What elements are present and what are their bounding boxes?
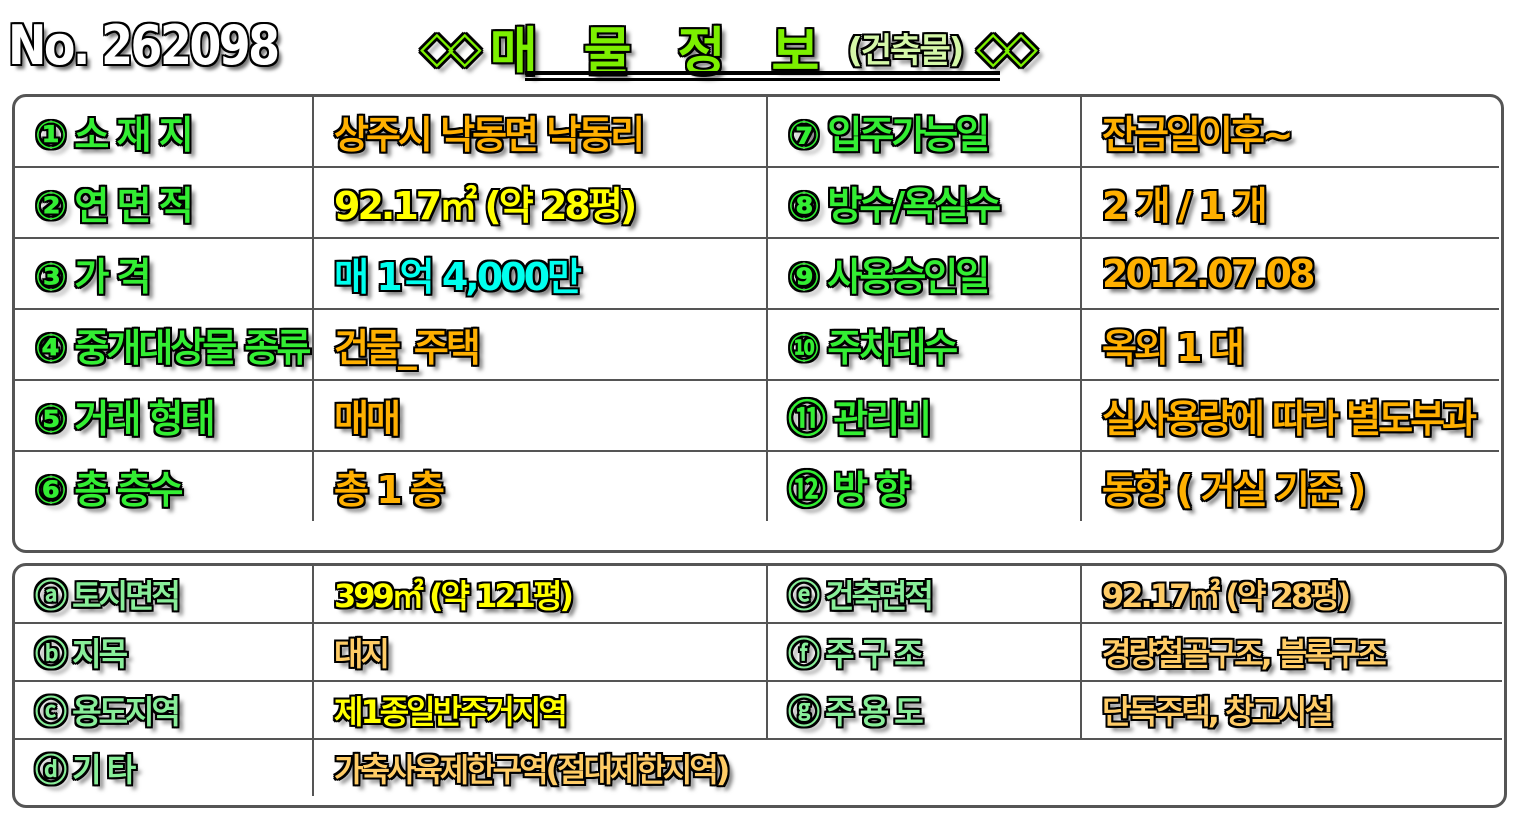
label-other: ⓓ 기 타: [15, 738, 314, 796]
value-rooms: 2 개 / 1 개: [1080, 166, 1499, 239]
value-maintenance-fee: 실사용량에 따라 별도부과: [1080, 379, 1499, 452]
value-approval-date: 2012.07.08: [1080, 237, 1499, 310]
label-land-category: ⓑ 지목: [15, 622, 314, 682]
label-move-in: ⑦ 입주가능일: [766, 97, 1082, 168]
table-row: ⓓ 기 타 가축사육제한구역(절대제한지역): [15, 738, 1502, 796]
value-location: 상주시 낙동면 낙동리: [312, 97, 768, 168]
label-direction: ⑫ 방 향: [766, 450, 1082, 521]
label-floor-area: ② 연 면 적: [15, 166, 314, 239]
table-row: ⑥ 총 층수 총 1 층 ⑫ 방 향 동향 ( 거실 기준 ): [15, 450, 1499, 521]
label-approval-date: ⑨ 사용승인일: [766, 237, 1082, 310]
sub-table-frame: [12, 563, 1507, 808]
table-row: ③ 가 격 매 1억 4,000만 ⑨ 사용승인일 2012.07.08: [15, 237, 1499, 310]
main-info-table: ① 소 재 지 상주시 낙동면 낙동리 ⑦ 입주가능일 잔금일이후~ ② 연 면…: [15, 97, 1499, 521]
label-parking: ⑩ 주차대수: [766, 308, 1082, 381]
diamond-icon: ◇◇: [420, 22, 482, 73]
value-zoning: 제1종일반주거지역: [312, 680, 768, 740]
value-direction: 동향 ( 거실 기준 ): [1080, 450, 1499, 521]
value-floors: 총 1 층: [312, 450, 768, 521]
table-row: ④ 중개대상물 종류 건물_주택 ⑩ 주차대수 옥외 1 대: [15, 308, 1499, 381]
label-property-type: ④ 중개대상물 종류: [15, 308, 314, 381]
table-row: ⓒ 용도지역 제1종일반주거지역 ⓖ 주 용 도 단독주택, 창고시설: [15, 680, 1502, 740]
value-floor-area: 92.17㎡ (약 28평): [312, 166, 768, 239]
label-structure: ⓕ 주 구 조: [766, 622, 1082, 682]
value-move-in: 잔금일이후~: [1080, 97, 1499, 168]
land-info-table: ⓐ 토지면적 399㎡ (약 121평) ⓔ 건축면적 92.17㎡ (약 28…: [15, 566, 1502, 796]
value-property-type: 건물_주택: [312, 308, 768, 381]
label-zoning: ⓒ 용도지역: [15, 680, 314, 740]
diamond-icon: ◇◇: [976, 22, 1038, 73]
label-floors: ⑥ 총 층수: [15, 450, 314, 521]
title-underline: [525, 71, 1000, 75]
label-maintenance-fee: ⑪ 관리비: [766, 379, 1082, 452]
value-land-area: 399㎡ (약 121평): [312, 566, 768, 624]
table-row: ⓑ 지목 대지 ⓕ 주 구 조 경량철골구조, 블록구조: [15, 622, 1502, 682]
value-other: 가축사육제한구역(절대제한지역): [312, 738, 1502, 796]
table-row: ② 연 면 적 92.17㎡ (약 28평) ⑧ 방수/욕실수 2 개 / 1 …: [15, 166, 1499, 239]
table-row: ⑤ 거래 형태 매매 ⑪ 관리비 실사용량에 따라 별도부과: [15, 379, 1499, 452]
title-underline: [525, 78, 1000, 81]
value-parking: 옥외 1 대: [1080, 308, 1499, 381]
value-main-use: 단독주택, 창고시설: [1080, 680, 1502, 740]
table-row: ① 소 재 지 상주시 낙동면 낙동리 ⑦ 입주가능일 잔금일이후~: [15, 97, 1499, 168]
table-row: ⓐ 토지면적 399㎡ (약 121평) ⓔ 건축면적 92.17㎡ (약 28…: [15, 566, 1502, 624]
label-rooms: ⑧ 방수/욕실수: [766, 166, 1082, 239]
listing-number: No. 262098: [8, 14, 280, 77]
title-sub: (건축물): [847, 31, 964, 71]
label-main-use: ⓖ 주 용 도: [766, 680, 1082, 740]
label-land-area: ⓐ 토지면적: [15, 566, 314, 624]
label-price: ③ 가 격: [15, 237, 314, 310]
label-location: ① 소 재 지: [15, 97, 314, 168]
main-table-frame: [12, 94, 1504, 553]
value-land-category: 대지: [312, 622, 768, 682]
value-building-area: 92.17㎡ (약 28평): [1080, 566, 1502, 624]
value-price: 매 1억 4,000만: [312, 237, 768, 310]
value-structure: 경량철골구조, 블록구조: [1080, 622, 1502, 682]
label-building-area: ⓔ 건축면적: [766, 566, 1082, 624]
label-deal-type: ⑤ 거래 형태: [15, 379, 314, 452]
value-deal-type: 매매: [312, 379, 768, 452]
